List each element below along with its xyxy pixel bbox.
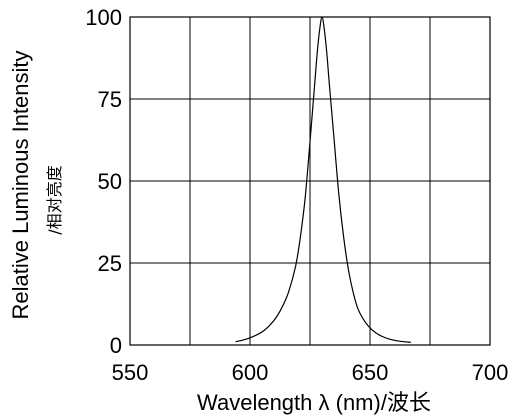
y-tick-label: 75: [98, 87, 122, 112]
y-axis-label: Relative Luminous Intensity: [8, 50, 33, 319]
y-axis-sublabel: /相对亮度: [45, 165, 64, 234]
grid-layer: [130, 17, 490, 345]
x-tick-label: 650: [352, 360, 389, 385]
x-tick-label: 600: [232, 360, 269, 385]
tick-labels: 550 600 650 700 0 25 50 75 100: [85, 5, 508, 385]
plot-frame: [129, 16, 491, 346]
x-tick-label: 700: [472, 360, 509, 385]
y-tick-label: 50: [98, 169, 122, 194]
x-tick-label: 550: [112, 360, 149, 385]
y-tick-label: 0: [110, 333, 122, 358]
y-tick-label: 100: [85, 5, 122, 30]
y-tick-label: 25: [98, 251, 122, 276]
intensity-curve: [235, 16, 411, 343]
x-axis-label: Wavelength λ (nm)/波长: [197, 390, 431, 415]
